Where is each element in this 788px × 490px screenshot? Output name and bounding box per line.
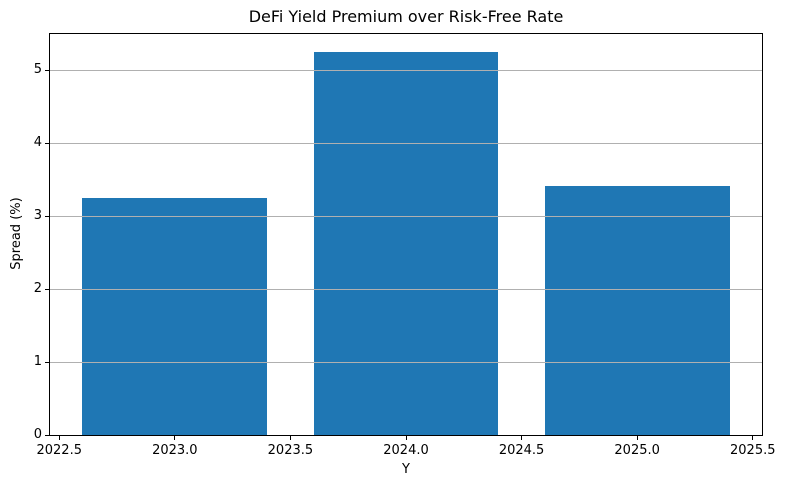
y-tick-mark-0 bbox=[45, 434, 49, 436]
x-tick-label: 2024.0 bbox=[383, 443, 429, 458]
y-tick-label: 2 bbox=[33, 281, 42, 297]
x-tick-mark-2023.0 bbox=[174, 436, 176, 440]
y-tick-label: 5 bbox=[33, 62, 42, 78]
x-tick-label: 2025.5 bbox=[730, 443, 776, 458]
y-tick-label: 4 bbox=[33, 135, 42, 151]
x-tick-label: 2024.5 bbox=[498, 443, 545, 458]
y-tick-label: 3 bbox=[33, 208, 42, 224]
bar-2023 bbox=[82, 198, 268, 435]
y-tick-mark-1 bbox=[45, 361, 49, 363]
y-tick-mark-2 bbox=[45, 288, 49, 290]
gridline-y-4 bbox=[50, 142, 762, 144]
x-tick-label: 2023.5 bbox=[267, 443, 314, 458]
chart-title: DeFi Yield Premium over Risk-Free Rate bbox=[248, 7, 564, 26]
bars-layer bbox=[50, 34, 762, 435]
x-axis-label: Y bbox=[402, 462, 410, 477]
x-tick-label: 2023.0 bbox=[152, 443, 198, 458]
y-tick-mark-5 bbox=[45, 69, 49, 71]
x-tick-mark-2024.0 bbox=[405, 436, 407, 440]
x-tick-label: 2025.0 bbox=[614, 443, 660, 458]
bar-2024 bbox=[313, 52, 499, 435]
y-tick-mark-4 bbox=[45, 142, 49, 144]
plot-area bbox=[49, 33, 763, 436]
x-tick-mark-2025.0 bbox=[636, 436, 638, 440]
y-tick-label: 1 bbox=[33, 354, 42, 370]
bar-2025 bbox=[544, 186, 730, 435]
y-tick-mark-3 bbox=[45, 215, 49, 217]
y-axis-label: Spread (%) bbox=[9, 197, 24, 270]
x-tick-label: 2022.5 bbox=[36, 443, 82, 458]
x-tick-mark-2024.5 bbox=[521, 436, 523, 440]
gridline-y-3 bbox=[50, 215, 762, 217]
y-tick-label: 0 bbox=[33, 427, 42, 442]
gridline-y-2 bbox=[50, 288, 762, 290]
gridline-y-1 bbox=[50, 361, 762, 363]
x-tick-mark-2023.5 bbox=[289, 436, 291, 440]
x-tick-mark-2025.5 bbox=[752, 436, 754, 440]
x-tick-mark-2022.5 bbox=[58, 436, 60, 440]
gridline-y-5 bbox=[50, 69, 762, 71]
grid-layer bbox=[50, 34, 762, 435]
